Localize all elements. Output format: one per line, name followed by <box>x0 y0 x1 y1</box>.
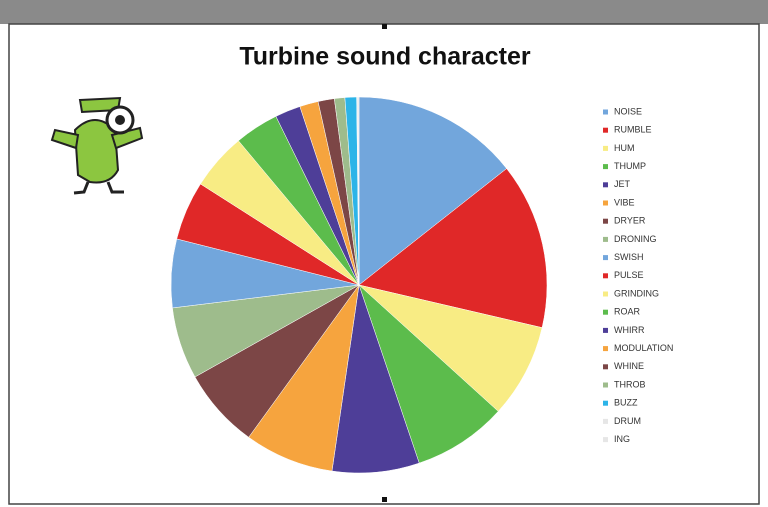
legend-label: DRONING <box>614 234 657 244</box>
top-bar <box>0 0 768 24</box>
legend-swatch <box>603 218 608 224</box>
legend-swatch <box>603 437 608 443</box>
legend-label: THUMP <box>614 161 646 171</box>
legend-swatch <box>603 418 608 424</box>
legend: NOISE RUMBLE HUM THUMP JET VIBE DRYER DRONING SW… <box>603 106 673 444</box>
legend-swatch <box>603 273 608 279</box>
handle <box>382 497 387 502</box>
legend-swatch <box>603 364 608 370</box>
legend-label: BUZZ <box>614 398 638 408</box>
legend-label: DRYER <box>614 216 646 226</box>
legend-label: GRINDING <box>614 288 659 298</box>
legend-label: THROB <box>614 379 646 389</box>
legend-swatch <box>603 327 608 333</box>
legend-swatch <box>603 346 608 352</box>
legend-swatch <box>603 145 608 151</box>
pie-slice <box>358 284 543 412</box>
legend-label: VIBE <box>614 197 635 207</box>
legend-label: ING <box>614 434 630 444</box>
pie-slice <box>358 284 499 464</box>
pie-slice <box>357 96 360 286</box>
legend-label: WHINE <box>614 361 644 371</box>
legend-swatch <box>603 400 608 406</box>
legend-label: PULSE <box>614 270 644 280</box>
chart-title: Turbine sound character <box>239 43 531 71</box>
handle <box>382 24 387 29</box>
pie <box>170 96 548 474</box>
legend-label: NOISE <box>614 106 642 116</box>
legend-label: MODULATION <box>614 343 673 353</box>
legend-label: RUMBLE <box>614 125 652 135</box>
legend-label: HUM <box>614 143 635 153</box>
cartoon-inspector <box>50 96 144 195</box>
legend-swatch <box>603 255 608 261</box>
legend-label: DRUM <box>614 416 641 426</box>
legend-swatch <box>603 200 608 206</box>
legend-swatch <box>603 127 608 133</box>
legend-swatch <box>603 382 608 388</box>
pie-slice <box>358 168 548 328</box>
legend-label: JET <box>614 179 631 189</box>
legend-swatch <box>603 182 608 188</box>
pie-slice <box>358 96 507 286</box>
legend-swatch <box>603 236 608 242</box>
legend-swatch <box>603 109 608 115</box>
legend-label: SWISH <box>614 252 644 262</box>
legend-label: ROAR <box>614 307 641 317</box>
legend-swatch <box>603 164 608 170</box>
legend-swatch <box>603 309 608 315</box>
legend-label: WHIRR <box>614 325 645 335</box>
legend-swatch <box>603 291 608 297</box>
